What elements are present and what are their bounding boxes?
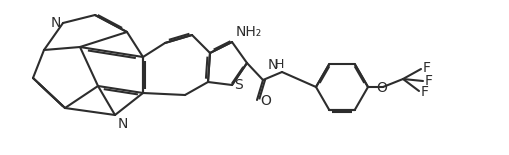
Text: NH₂: NH₂ bbox=[236, 25, 262, 39]
Text: H: H bbox=[274, 58, 284, 71]
Text: F: F bbox=[421, 85, 429, 99]
Text: N: N bbox=[118, 117, 128, 131]
Text: O: O bbox=[377, 81, 387, 95]
Text: F: F bbox=[425, 74, 433, 88]
Text: N: N bbox=[50, 16, 61, 30]
Text: O: O bbox=[260, 94, 271, 108]
Text: S: S bbox=[234, 78, 243, 92]
Text: N: N bbox=[268, 58, 278, 72]
Text: F: F bbox=[423, 61, 431, 75]
